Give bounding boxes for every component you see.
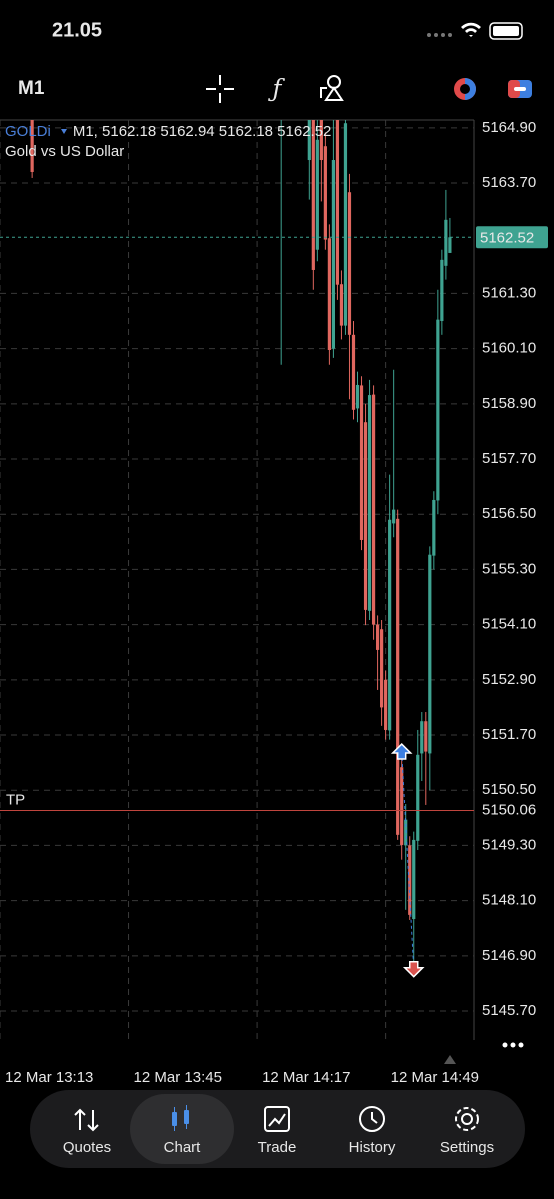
candle-body: [412, 839, 416, 920]
candle-body: [416, 754, 420, 841]
chart-header: GOLDi M1, 5162.18 5162.94 5162.18 5162.52: [5, 123, 331, 140]
x-tick-label: 12 Mar 14:49: [391, 1069, 479, 1086]
grid: 5164.90 5163.70 5161.30 5160.10 5158.90 5157.…: [0, 119, 536, 1086]
current-price-box: [476, 226, 548, 249]
candle-body: [371, 394, 376, 625]
nav-label[interactable]: Settings: [440, 1139, 494, 1156]
overlay: 5162.52 TP 5150.06: [0, 226, 548, 978]
y-tick-label: 5158.90: [482, 395, 536, 412]
chart-subtitle: Gold vs US Dollar: [5, 143, 124, 160]
x-tick-label: 12 Mar 13:45: [134, 1069, 222, 1086]
y-tick-label: 5164.90: [482, 119, 536, 136]
candle-body: [396, 518, 400, 835]
candle-body: [331, 160, 336, 349]
tp-label: TP: [6, 791, 25, 808]
trade-marker-sell: [402, 960, 425, 978]
candle-body: [432, 499, 436, 556]
trade-nav-icon[interactable]: [264, 1106, 290, 1132]
nav-label[interactable]: Trade: [258, 1139, 297, 1156]
candle-body: [384, 679, 388, 730]
candle-body: [420, 721, 424, 754]
x-tick-label: 12 Mar 14:17: [262, 1069, 350, 1086]
plot-area: [30, 120, 452, 962]
candle-body: [327, 238, 331, 350]
settings-icon[interactable]: [455, 1107, 479, 1131]
y-tick-label: 5160.10: [482, 340, 536, 357]
candle-body: [311, 120, 315, 270]
candle-body: [367, 395, 372, 611]
candle-body: [363, 422, 368, 610]
candle-body: [323, 146, 327, 240]
x-tick-label: 12 Mar 13:13: [5, 1069, 93, 1086]
candle-body: [347, 192, 352, 335]
candle-body: [424, 721, 428, 752]
y-tick-label: 5161.30: [482, 284, 536, 301]
candle-body: [335, 120, 340, 285]
y-tick-label: 5155.30: [482, 560, 536, 577]
history-icon[interactable]: [359, 1106, 385, 1132]
candle-body: [307, 120, 311, 161]
candle-body: [408, 845, 412, 915]
candle-body: [400, 767, 404, 845]
candle-body: [30, 120, 34, 172]
candle-body: [428, 554, 432, 754]
current-price-label: 5162.52: [480, 229, 534, 246]
candle-body: [392, 509, 396, 524]
symbol-dropdown[interactable]: [61, 129, 67, 134]
trade-marker-buy: [390, 742, 413, 760]
quotes-icon[interactable]: [74, 1108, 99, 1132]
candle-body: [436, 319, 440, 501]
status-time: 21.05: [52, 19, 102, 41]
more-icon[interactable]: [502, 1042, 524, 1048]
tp-price-label: 5150.06: [482, 801, 536, 818]
candle-body: [448, 237, 452, 253]
indicators-icon[interactable]: ƒ: [268, 75, 286, 103]
nav-bar: [30, 1090, 525, 1168]
chart-icon[interactable]: [172, 1105, 189, 1131]
trade-icon[interactable]: [508, 80, 532, 98]
nav-label[interactable]: Quotes: [63, 1139, 111, 1156]
candle-body: [351, 334, 356, 410]
y-tick-label: 5149.30: [482, 836, 536, 853]
candle-body: [355, 384, 360, 409]
status-icons: [427, 22, 523, 40]
symbol[interactable]: GOLDi: [5, 123, 51, 140]
scroll-end-icon[interactable]: [444, 1055, 456, 1064]
candle-body: [380, 629, 384, 708]
ohlc-info: M1, 5162.18 5162.94 5162.18 5162.52: [73, 123, 332, 140]
y-tick-label: 5148.10: [482, 892, 536, 909]
timeframe[interactable]: M1: [18, 78, 45, 99]
candle-body: [375, 624, 380, 650]
y-tick-label: 5163.70: [482, 174, 536, 191]
candle-body: [315, 139, 319, 250]
trade-link: [401, 752, 415, 969]
candle-body: [440, 259, 444, 322]
candle-body: [343, 123, 348, 326]
crosshair-icon[interactable]: [206, 75, 234, 103]
objects-icon[interactable]: [320, 75, 344, 101]
y-tick-label: 5151.70: [482, 726, 536, 743]
account-icon[interactable]: [454, 78, 476, 100]
y-tick-label: 5156.50: [482, 505, 536, 522]
y-tick-label: 5146.90: [482, 947, 536, 964]
y-tick-label: 5152.90: [482, 671, 536, 688]
candle-body: [388, 519, 392, 731]
candle-body: [339, 284, 344, 326]
nav-label[interactable]: History: [349, 1139, 396, 1156]
candle-body: [359, 385, 364, 540]
y-tick-label: 5157.70: [482, 450, 536, 467]
candle-body: [444, 219, 448, 266]
y-tick-label: 5145.70: [482, 1002, 536, 1019]
nav-active: [130, 1094, 234, 1164]
nav-label[interactable]: Chart: [164, 1139, 202, 1156]
candle-body: [319, 120, 323, 161]
y-tick-label: 5150.50: [482, 781, 536, 798]
y-tick-label: 5154.10: [482, 616, 536, 633]
